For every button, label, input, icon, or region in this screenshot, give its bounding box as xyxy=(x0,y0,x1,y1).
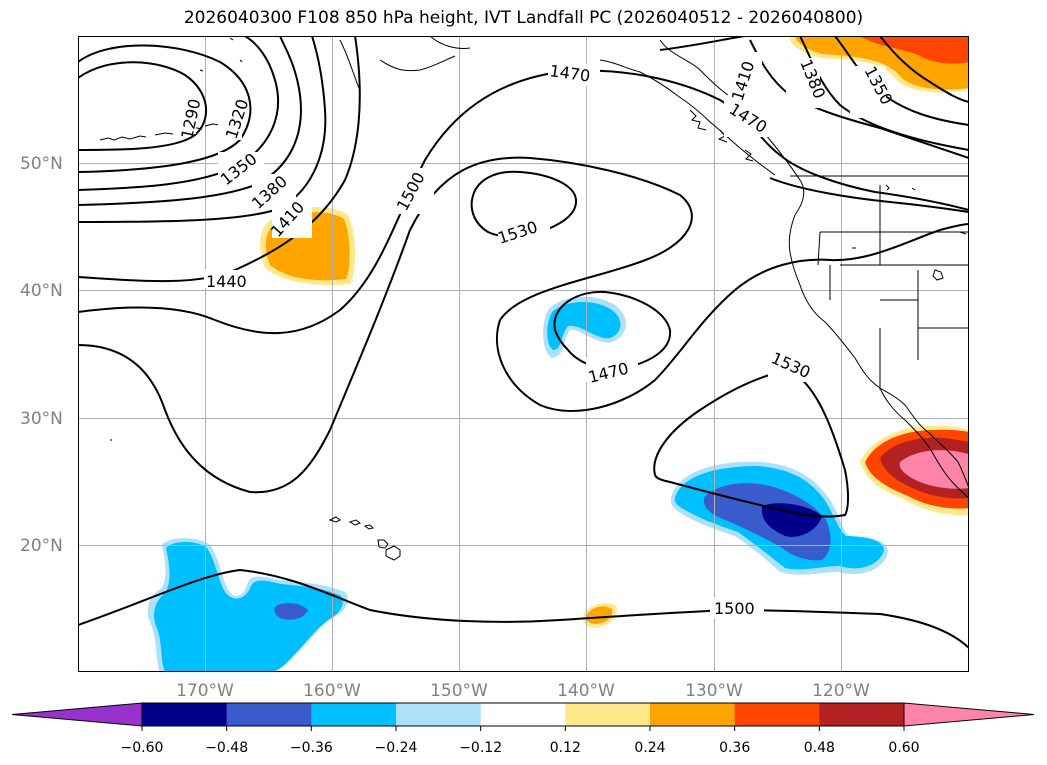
colorbar: −0.60 −0.48 −0.36 −0.24 −0.12 0.12 0.24 0.36 0.4… xyxy=(11,702,1035,756)
colorbar-segment xyxy=(734,703,820,726)
colorbar-tick-label: 0.24 xyxy=(634,740,665,756)
colorbar-segment xyxy=(565,703,651,726)
colorbar-tick-label: 0.60 xyxy=(888,740,919,756)
lon-label: 170°W xyxy=(176,681,234,701)
lat-label: 30°N xyxy=(20,409,63,429)
lat-label: 20°N xyxy=(20,536,63,556)
colorbar-segment xyxy=(819,703,905,726)
colorbar-tick-label: 0.48 xyxy=(804,740,835,756)
colorbar-tick-label: −0.48 xyxy=(205,740,248,756)
colorbar-segment xyxy=(480,703,566,726)
colorbar-tick-label: −0.36 xyxy=(290,740,333,756)
lon-label: 140°W xyxy=(557,681,615,701)
colorbar-segment xyxy=(311,703,397,726)
colorbar-tick-label: −0.60 xyxy=(121,740,164,756)
colorbar-segment xyxy=(142,703,228,726)
lon-label: 160°W xyxy=(303,681,361,701)
colorbar-tick-label: 0.12 xyxy=(550,740,581,756)
contour-labels: 1290 1320 1350 1380 1410 1440 1470 1500 … xyxy=(174,52,896,618)
colorbar-segment xyxy=(396,703,482,726)
height-contours xyxy=(78,36,969,649)
colorbar-outline xyxy=(141,702,905,727)
lat-labels: 50°N 40°N 30°N 20°N xyxy=(20,154,63,556)
colorbar-extend-min xyxy=(11,702,143,727)
colorbar-tick-label: −0.12 xyxy=(459,740,502,756)
colorbar-segment xyxy=(226,703,312,726)
colorbar-tick-label: 0.36 xyxy=(719,740,750,756)
colorbar-extend-max xyxy=(903,702,1035,727)
lon-label: 120°W xyxy=(812,681,870,701)
lon-labels: 170°W 160°W 150°W 140°W 130°W 120°W xyxy=(176,681,870,701)
lat-label: 50°N xyxy=(20,154,63,174)
lon-label: 130°W xyxy=(685,681,743,701)
contour-label: 1500 xyxy=(714,599,755,618)
colorbar-segment xyxy=(650,703,736,726)
colorbar-tick-label: −0.24 xyxy=(375,740,418,756)
lon-label: 150°W xyxy=(430,681,488,701)
plot-frame xyxy=(78,36,969,672)
lat-label: 40°N xyxy=(20,281,63,301)
contour-label: 1440 xyxy=(206,272,247,291)
map-title: 2026040300 F108 850 hPa height, IVT Land… xyxy=(183,8,864,28)
